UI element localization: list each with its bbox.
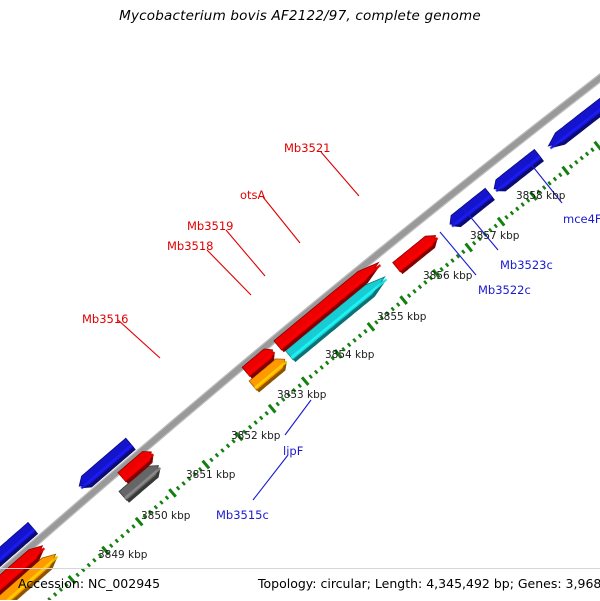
leader-Mb3521 bbox=[321, 152, 359, 196]
gene-label-Mb3522c[interactable]: Mb3522c bbox=[478, 283, 531, 297]
gene-red-3521[interactable] bbox=[274, 263, 381, 350]
gene-label-mce4F[interactable]: mce4F bbox=[563, 212, 600, 226]
gene-label-Mb3521[interactable]: Mb3521 bbox=[284, 141, 331, 155]
gene-label-Mb3518[interactable]: Mb3518 bbox=[167, 239, 214, 253]
ruler-tick-label-3849: 3849 kbp bbox=[98, 549, 147, 561]
leader-Mb3523c bbox=[463, 208, 498, 250]
gene-label-Mb3519[interactable]: Mb3519 bbox=[187, 219, 234, 233]
accession-text: Accession: NC_002945 bbox=[18, 576, 160, 591]
ruler-tick-label-3854: 3854 kbp bbox=[325, 349, 374, 361]
ruler-tick-label-3856: 3856 kbp bbox=[423, 270, 472, 282]
ruler-tick-label-3852: 3852 kbp bbox=[231, 430, 280, 442]
leader-lipF bbox=[285, 400, 311, 435]
leader-Mb3515c bbox=[253, 455, 288, 500]
ruler-tick-label-3855: 3855 kbp bbox=[377, 311, 426, 323]
gene-label-Mb3515c[interactable]: Mb3515c bbox=[216, 508, 269, 522]
ruler-tick-label-3857: 3857 kbp bbox=[470, 230, 519, 242]
page-title: Mycobacterium bovis AF2122/97, complete … bbox=[0, 8, 600, 24]
leader-Mb3519 bbox=[226, 230, 265, 276]
gene-label-Mb3523c[interactable]: Mb3523c bbox=[500, 258, 553, 272]
gene-label-lipF[interactable]: lipF bbox=[283, 444, 303, 458]
leader-otsA bbox=[263, 197, 300, 243]
gene-label-Mb3516[interactable]: Mb3516 bbox=[82, 312, 129, 326]
gene-label-otsA[interactable]: otsA bbox=[240, 188, 265, 202]
ruler-tick-label-3850: 3850 kbp bbox=[141, 510, 190, 522]
genome-info-text: Topology: circular; Length: 4,345,492 bp… bbox=[258, 576, 600, 591]
ruler-tick-label-3851: 3851 kbp bbox=[186, 469, 235, 481]
ruler-tick-label-3853: 3853 kbp bbox=[277, 389, 326, 401]
label-leader-lines bbox=[118, 152, 562, 500]
ruler-tick-label-3858: 3858 kbp bbox=[516, 190, 565, 202]
leader-Mb3518 bbox=[207, 250, 251, 295]
status-bar: Accession: NC_002945 Topology: circular;… bbox=[0, 568, 600, 601]
